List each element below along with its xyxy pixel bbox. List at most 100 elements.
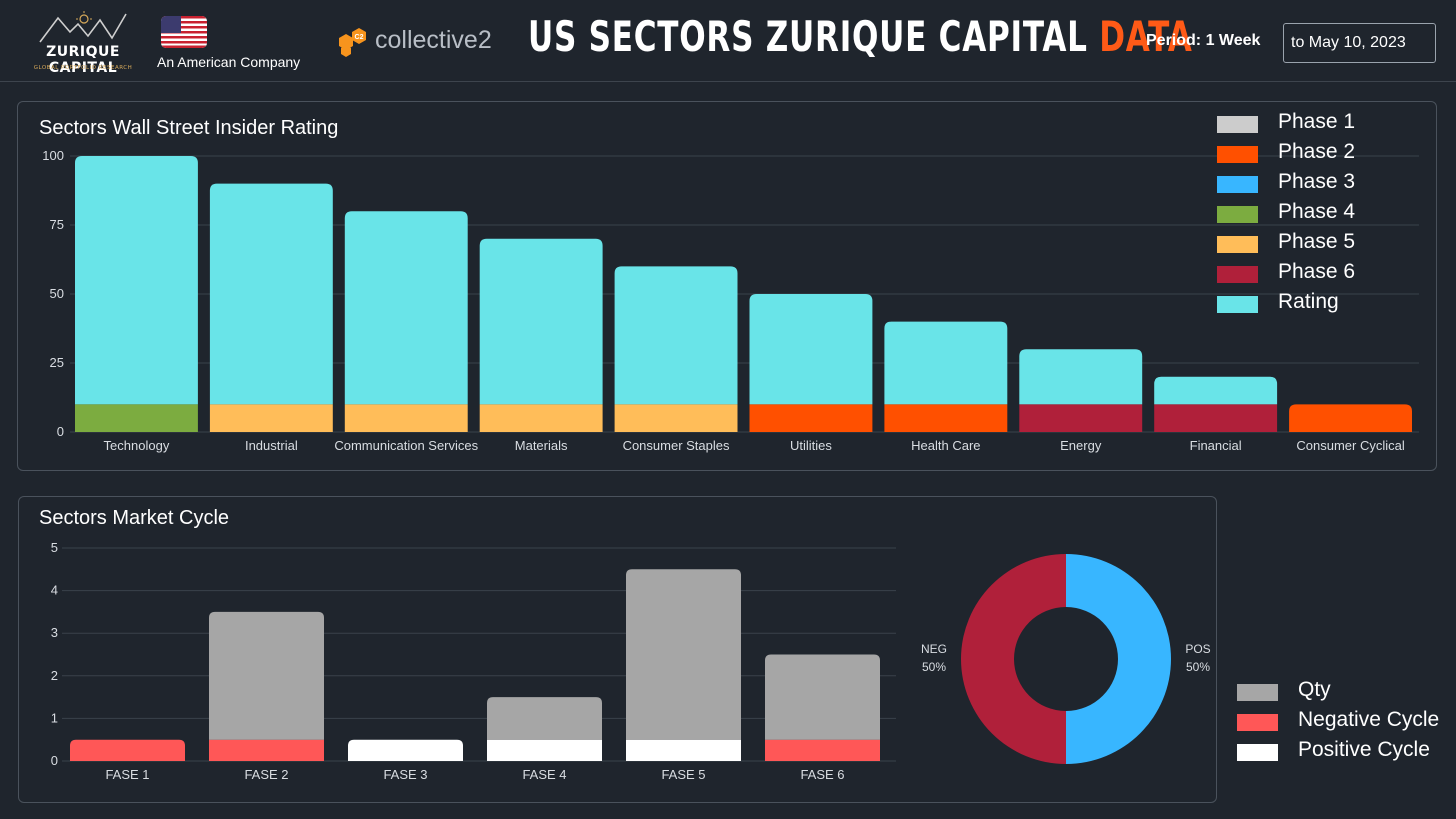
title-highlight: DATA xyxy=(1099,12,1193,61)
legend-swatch xyxy=(1217,176,1258,193)
company-subtitle: An American Company xyxy=(157,54,301,70)
legend-swatch xyxy=(1217,146,1258,163)
collective2-logo-icon: C2 xyxy=(339,28,366,57)
positive-cycle-bar xyxy=(348,739,463,761)
legend-swatch xyxy=(1217,266,1258,283)
legend-label: Phase 3 xyxy=(1278,170,1356,193)
phase-bar xyxy=(1019,404,1143,432)
x-tick-label: Technology xyxy=(104,438,170,453)
y-tick-label: 100 xyxy=(42,148,64,163)
y-tick-label: 5 xyxy=(51,540,58,555)
rating-chart-title: Sectors Wall Street Insider Rating xyxy=(39,117,339,139)
positive-cycle-bar xyxy=(487,739,602,761)
donut-slice xyxy=(1066,554,1171,764)
rating-bar xyxy=(749,294,873,405)
rating-bar xyxy=(479,238,603,405)
qty-bar xyxy=(487,697,602,740)
qty-bar xyxy=(209,611,324,740)
rating-bar xyxy=(1154,376,1278,405)
x-tick-label: FASE 3 xyxy=(383,767,427,782)
logo-tagline: GLOBAL PORTFOLIO RESEARCH xyxy=(33,65,133,71)
legend-swatch xyxy=(1217,236,1258,253)
legend-swatch xyxy=(1237,684,1278,701)
negative-cycle-bar xyxy=(70,739,185,761)
y-tick-label: 25 xyxy=(50,355,64,370)
date-field[interactable]: to May 10, 2023 xyxy=(1283,23,1436,63)
y-tick-label: 1 xyxy=(51,710,58,725)
x-tick-label: Utilities xyxy=(790,438,832,453)
x-tick-label: Communication Services xyxy=(334,438,478,453)
legend-swatch xyxy=(1237,714,1278,731)
x-tick-label: Consumer Cyclical xyxy=(1296,438,1404,453)
phase-bar xyxy=(1154,404,1278,432)
y-tick-label: 2 xyxy=(51,668,58,683)
donut-label: NEG xyxy=(921,642,947,656)
legend-label: Phase 5 xyxy=(1278,230,1356,253)
phase-bar xyxy=(1289,404,1412,432)
x-tick-label: FASE 6 xyxy=(800,767,844,782)
legend-label: Phase 6 xyxy=(1278,260,1356,283)
title-main: US SECTORS ZURIQUE CAPITAL xyxy=(528,12,1100,61)
page-title: US SECTORS ZURIQUE CAPITAL DATA xyxy=(528,12,1193,61)
x-tick-label: Health Care xyxy=(911,438,980,453)
rating-bar xyxy=(75,156,198,405)
phase-bar xyxy=(479,404,603,432)
partner-name: collective2 xyxy=(375,26,492,54)
legend-label: Rating xyxy=(1278,290,1339,313)
legend-label: Negative Cycle xyxy=(1298,708,1440,731)
y-tick-label: 3 xyxy=(51,625,58,640)
donut-slice xyxy=(961,554,1066,764)
positive-cycle-bar xyxy=(626,739,741,761)
legend-label: Qty xyxy=(1298,678,1331,701)
negative-cycle-bar xyxy=(209,739,324,761)
phase-bar xyxy=(614,404,738,432)
legend-label: Phase 4 xyxy=(1278,200,1356,223)
rating-chart-panel xyxy=(17,101,1437,471)
legend-swatch xyxy=(1217,296,1258,313)
donut-label: POS xyxy=(1185,642,1210,656)
x-tick-label: Industrial xyxy=(245,438,298,453)
us-flag-icon xyxy=(161,16,207,48)
phase-bar xyxy=(209,404,333,432)
phase-bar xyxy=(884,404,1008,432)
negative-cycle-bar xyxy=(765,739,880,761)
cycle-chart-panel xyxy=(18,496,1217,803)
partner-badge: C2 xyxy=(355,34,364,41)
rating-bar xyxy=(344,211,468,405)
qty-bar xyxy=(626,569,741,740)
legend-label: Phase 2 xyxy=(1278,140,1356,163)
y-tick-label: 50 xyxy=(50,286,64,301)
phase-bar xyxy=(749,404,873,432)
y-tick-label: 75 xyxy=(50,217,64,232)
legend-label: Positive Cycle xyxy=(1298,738,1430,761)
legend-swatch xyxy=(1217,116,1258,133)
cycle-chart-title: Sectors Market Cycle xyxy=(39,507,230,529)
rating-bar xyxy=(884,321,1008,405)
phase-bar xyxy=(75,404,198,432)
y-tick-label: 0 xyxy=(51,753,58,768)
x-tick-label: FASE 2 xyxy=(244,767,288,782)
x-tick-label: Financial xyxy=(1190,438,1242,453)
y-tick-label: 0 xyxy=(57,424,64,439)
x-tick-label: FASE 1 xyxy=(105,767,149,782)
x-tick-label: Energy xyxy=(1060,438,1102,453)
legend-label: Phase 1 xyxy=(1278,110,1356,133)
header: ZURIQUE CAPITAL GLOBAL PORTFOLIO RESEARC… xyxy=(0,0,1456,82)
x-tick-label: Materials xyxy=(515,438,568,453)
donut-value-label: 50% xyxy=(922,660,946,674)
legend-swatch xyxy=(1237,744,1278,761)
x-tick-label: Consumer Staples xyxy=(623,438,730,453)
qty-bar xyxy=(765,654,880,740)
donut-value-label: 50% xyxy=(1186,660,1210,674)
company-logo: ZURIQUE CAPITAL GLOBAL PORTFOLIO RESEARC… xyxy=(18,10,148,76)
x-tick-label: FASE 5 xyxy=(661,767,705,782)
logo-name: ZURIQUE CAPITAL xyxy=(46,44,120,76)
rating-bar xyxy=(1019,349,1143,405)
rating-bar xyxy=(209,183,333,405)
mountain-logo-icon xyxy=(39,11,127,43)
legend-swatch xyxy=(1217,206,1258,223)
period-label: Period: 1 Week xyxy=(1146,32,1261,49)
x-tick-label: FASE 4 xyxy=(522,767,566,782)
phase-bar xyxy=(344,404,468,432)
